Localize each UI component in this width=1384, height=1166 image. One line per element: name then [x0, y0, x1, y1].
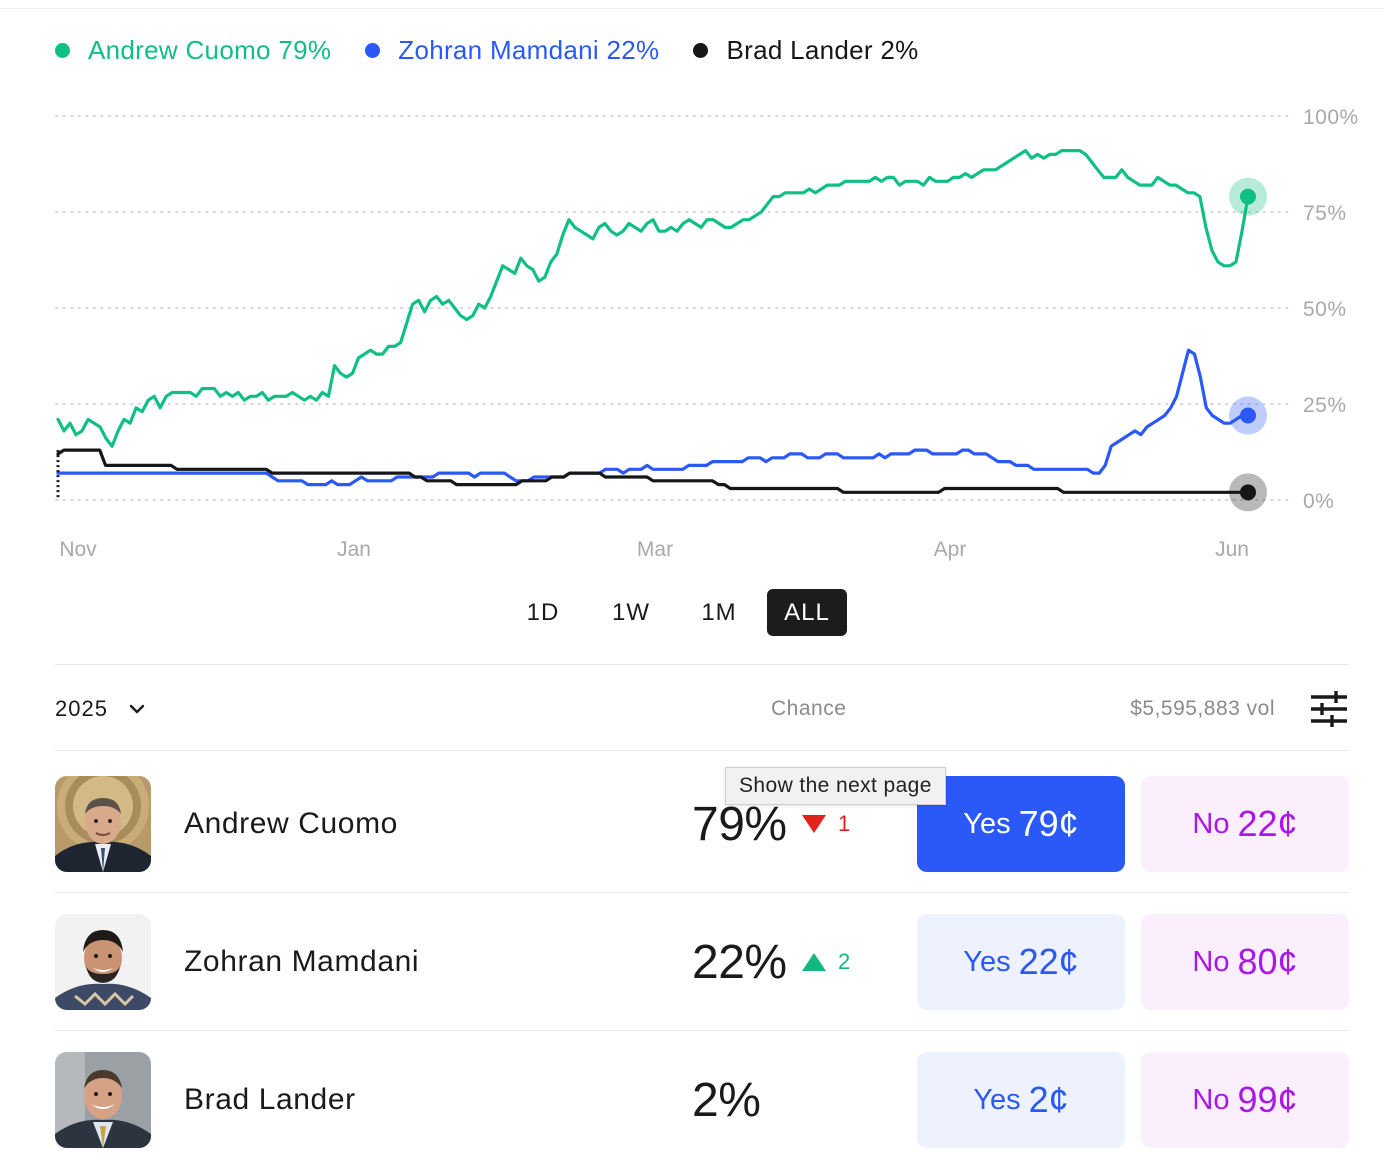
buy-yes-button[interactable]: Yes 22¢ [917, 914, 1125, 1010]
buy-no-button[interactable]: No 99¢ [1141, 1052, 1349, 1148]
endpoint-cuomo [1240, 188, 1256, 205]
time-range-selector: 1D 1W 1M ALL [0, 589, 1384, 636]
outcome-row-cuomo: Andrew Cuomo 79% 1 Yes 79¢ No 22¢ [55, 776, 1349, 872]
endpoint-mamdani [1240, 407, 1256, 424]
range-all-button[interactable]: ALL [767, 589, 847, 636]
year-dropdown[interactable]: 2025 [55, 684, 146, 734]
y-tick-label: 75% [1303, 202, 1347, 225]
year-label: 2025 [55, 696, 108, 721]
volume-label: $5,595,883 vol [1130, 697, 1275, 720]
buy-yes-button[interactable]: Yes 79¢ [917, 776, 1125, 872]
no-price: 99¢ [1237, 1079, 1298, 1120]
yes-price: 79¢ [1018, 803, 1079, 844]
range-1w-button[interactable]: 1W [612, 598, 650, 626]
price-history-chart[interactable]: 100% 75% 50% 25% 0% Nov Jan Mar Apr Jun [0, 90, 1384, 570]
top-divider [0, 8, 1384, 9]
x-tick-label: Jun [1215, 538, 1249, 561]
no-label: No [1192, 1083, 1230, 1116]
buy-no-button[interactable]: No 80¢ [1141, 914, 1349, 1010]
yes-label: Yes [963, 945, 1011, 978]
outcome-row-lander: Brad Lander 2% Yes 2¢ No 99¢ [55, 1052, 1349, 1148]
no-price: 80¢ [1237, 941, 1298, 982]
buy-no-button[interactable]: No 22¢ [1141, 776, 1349, 872]
divider [55, 1030, 1349, 1031]
yes-label: Yes [963, 807, 1011, 840]
range-1d-button[interactable]: 1D [526, 598, 560, 626]
y-tick-label: 100% [1303, 106, 1359, 129]
divider [55, 664, 1349, 665]
candidate-name: Brad Lander [184, 1083, 356, 1116]
buy-yes-button[interactable]: Yes 2¢ [917, 1052, 1125, 1148]
chance-value: 2% [692, 1073, 761, 1127]
legend-dot-green [55, 42, 70, 58]
chance-column-header: Chance [771, 697, 847, 720]
change-value: 1 [838, 811, 851, 836]
no-label: No [1192, 945, 1230, 978]
legend-dot-black [693, 42, 709, 58]
legend-label: Zohran Mamdani 22% [398, 34, 660, 65]
outcomes-header: 2025 Chance $5,595,883 vol [55, 684, 1349, 734]
avatar-cuomo [55, 776, 151, 872]
legend-item-cuomo: Andrew Cuomo 79% [55, 35, 331, 66]
x-tick-label: Nov [59, 538, 97, 561]
chevron-down-icon [129, 704, 145, 714]
up-arrow-icon [802, 953, 826, 971]
x-tick-label: Jan [337, 538, 371, 561]
yes-label: Yes [973, 1083, 1021, 1116]
yes-price: 2¢ [1028, 1079, 1069, 1120]
change-value: 2 [838, 949, 851, 974]
tooltip: Show the next page [725, 767, 946, 805]
series-line-cuomo [56, 149, 1250, 448]
x-tick-label: Apr [934, 538, 967, 561]
filter-sliders-icon[interactable] [1309, 689, 1349, 729]
avatar-lander [55, 1052, 151, 1148]
legend-dot-blue [365, 42, 381, 58]
no-price: 22¢ [1237, 803, 1298, 844]
legend-item-lander: Brad Lander 2% [693, 35, 918, 66]
avatar-mamdani [55, 914, 151, 1010]
legend-label: Brad Lander 2% [726, 34, 919, 65]
candidate-name: Andrew Cuomo [184, 807, 398, 840]
chance-value: 79% [692, 797, 787, 851]
chance-value: 22% [692, 935, 787, 989]
legend-item-mamdani: Zohran Mamdani 22% [365, 35, 659, 66]
legend-label: Andrew Cuomo 79% [88, 34, 332, 65]
divider [55, 892, 1349, 893]
change-indicator: 1 [802, 776, 850, 872]
candidate-name: Zohran Mamdani [184, 945, 420, 978]
chart-legend: Andrew Cuomo 79% Zohran Mamdani 22% Brad… [55, 30, 919, 70]
range-1m-button[interactable]: 1M [701, 598, 737, 626]
outcome-row-mamdani: Zohran Mamdani 22% 2 Yes 22¢ No 80¢ [55, 914, 1349, 1010]
endpoint-lander [1240, 484, 1256, 501]
series-line-mamdani [56, 348, 1250, 487]
yes-price: 22¢ [1018, 941, 1079, 982]
x-tick-label: Mar [637, 538, 673, 561]
down-arrow-icon [802, 815, 826, 833]
no-label: No [1192, 807, 1230, 840]
y-tick-label: 0% [1303, 490, 1334, 513]
divider [55, 750, 1349, 751]
change-indicator: 2 [802, 914, 850, 1010]
y-tick-label: 50% [1303, 298, 1347, 321]
y-tick-label: 25% [1303, 394, 1347, 417]
series-line-lander [56, 448, 1250, 494]
